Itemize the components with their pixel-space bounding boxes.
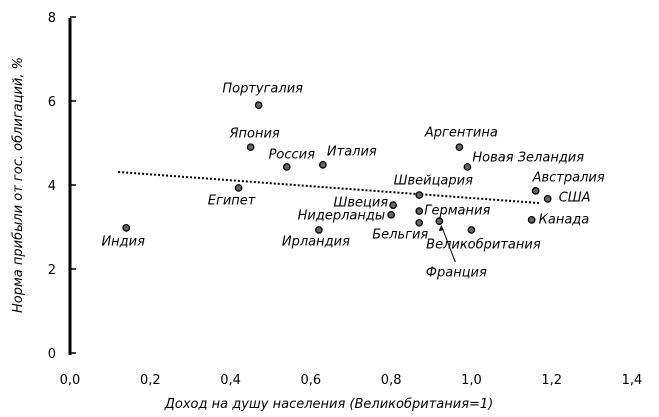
x-axis-title: Доход на душу населения (Великобритания=…	[164, 397, 494, 412]
data-point	[254, 101, 263, 110]
point-label: Канада	[539, 212, 590, 227]
data-point	[415, 207, 424, 215]
data-point	[415, 191, 424, 199]
data-point	[463, 163, 472, 171]
x-tick-label: 0,6	[301, 373, 322, 388]
data-point	[387, 210, 395, 219]
point-label: Великобритания	[426, 237, 541, 252]
x-tick-label: 0,8	[381, 373, 402, 388]
y-tick-label: 2	[48, 263, 56, 278]
y-tick-label: 0	[48, 347, 56, 362]
trend-line	[118, 170, 540, 205]
point-label: Нидерланды	[298, 208, 386, 223]
point-label: США	[559, 190, 591, 205]
annotation-arrow	[441, 227, 456, 263]
point-label: Египет	[208, 193, 256, 208]
data-point	[435, 217, 444, 225]
point-label: Австралия	[532, 170, 605, 185]
point-label: Ирландия	[282, 234, 350, 249]
y-tick-label: 6	[48, 95, 56, 110]
point-label: Новая Зеландия	[472, 150, 584, 165]
data-point	[531, 187, 540, 195]
data-point	[455, 143, 464, 152]
data-point	[543, 195, 552, 203]
x-tick-label: 1,2	[541, 373, 562, 388]
y-tick-label: 8	[48, 11, 56, 26]
data-point	[467, 226, 476, 234]
data-point	[319, 160, 327, 169]
arrow-head-icon	[438, 225, 444, 232]
data-point	[527, 216, 536, 224]
point-label: Швейцария	[394, 174, 474, 189]
y-tick-label: 4	[48, 179, 56, 194]
data-point	[315, 226, 323, 234]
x-tick-label: 0,0	[60, 373, 81, 388]
data-point	[415, 218, 424, 227]
point-label: Россия	[269, 147, 316, 162]
x-tick-label: 1,4	[622, 373, 643, 388]
point-label: Бельгия	[372, 227, 428, 242]
x-tick-label: 0,2	[140, 373, 161, 388]
data-point	[122, 223, 131, 232]
point-label: Италия	[327, 144, 377, 159]
point-label: Португалия	[222, 82, 303, 97]
x-tick-label: 1,0	[461, 373, 482, 388]
x-tick-label: 0,4	[220, 373, 241, 388]
data-point	[282, 163, 291, 171]
data-point	[389, 201, 397, 210]
point-label: Аргентина	[424, 126, 498, 141]
point-label: Япония	[229, 127, 280, 142]
data-point	[234, 184, 243, 192]
point-label: Германия	[424, 204, 490, 219]
point-label: Швеция	[333, 196, 388, 211]
point-label: Индия	[101, 234, 145, 249]
y-axis-title: Норма прибыли от гос. облигаций, %	[11, 57, 26, 313]
point-label: Франция	[426, 266, 487, 281]
data-point	[246, 143, 255, 152]
